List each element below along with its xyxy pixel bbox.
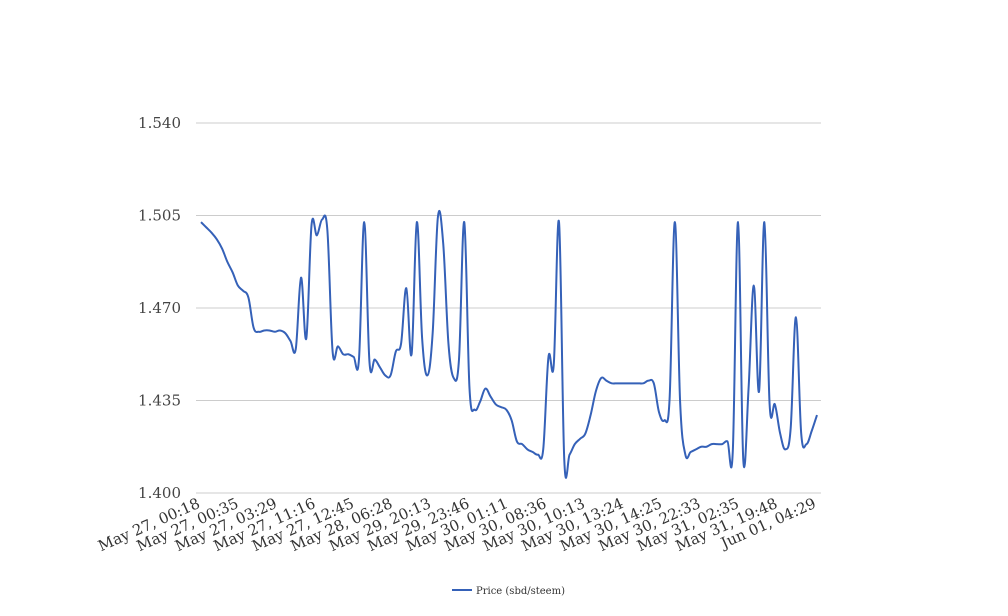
legend-label: Price (sbd/steem): [476, 586, 565, 597]
y-tick-label: 1.435: [138, 392, 181, 410]
series-layer: [200, 209, 818, 479]
legend: Price (sbd/steem): [452, 586, 565, 597]
y-axis: 1.400 1.435 1.470 1.505 1.540: [138, 114, 181, 502]
gridlines: [196, 122, 821, 494]
y-tick-label: 1.400: [138, 484, 181, 502]
y-tick-label: 1.540: [138, 114, 181, 132]
series-line: [200, 209, 818, 479]
y-tick-label: 1.470: [138, 299, 181, 317]
y-tick-label: 1.505: [138, 207, 181, 225]
